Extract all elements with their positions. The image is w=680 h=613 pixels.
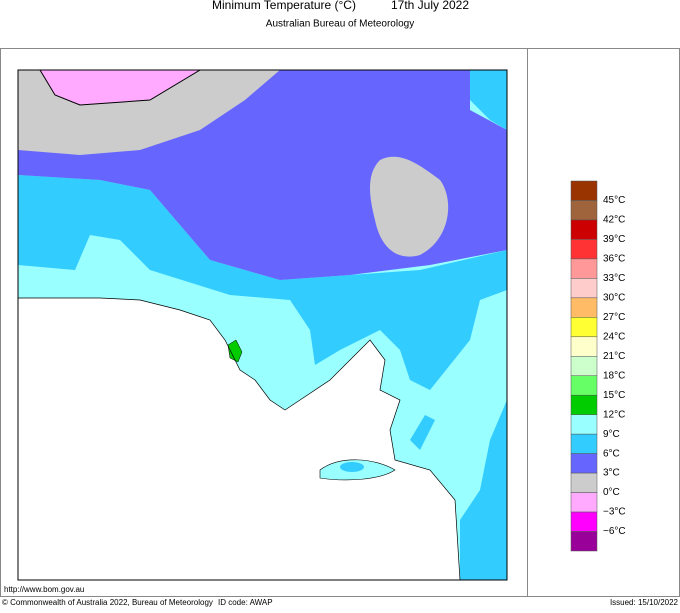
legend-label: 39°C [603, 234, 625, 245]
legend-swatch [570, 317, 598, 338]
legend-label: 12°C [603, 409, 625, 420]
coastline [18, 297, 461, 581]
corner-zone-6c [470, 70, 507, 130]
legend-swatch [570, 414, 598, 435]
legend-label: 27°C [603, 312, 625, 323]
legend-swatch [570, 433, 598, 454]
legend-swatch [570, 278, 598, 299]
legend-swatch [570, 239, 598, 260]
legend-label: 6°C [603, 448, 620, 459]
gulf-zone [410, 415, 435, 450]
legend-swatch [570, 297, 598, 318]
legend-swatch [570, 394, 598, 415]
legend-swatch [570, 511, 598, 532]
issued: Issued: 15/10/2022 [610, 598, 679, 607]
zone-6c [18, 175, 507, 390]
legend-label: −3°C [603, 507, 626, 518]
lake-zone-0c [370, 156, 449, 257]
legend-label: 15°C [603, 390, 625, 401]
legend-label: 18°C [603, 370, 625, 381]
legend-swatch [570, 258, 598, 279]
map-border [17, 69, 508, 581]
legend-label: 33°C [603, 273, 625, 284]
legend-label: 45°C [603, 195, 625, 206]
zone-12c [227, 339, 243, 363]
map [17, 69, 508, 581]
id-code: ID code: AWAP [218, 598, 273, 607]
legend-label: 0°C [603, 487, 620, 498]
subtitle: Australian Bureau of Meteorology [266, 19, 414, 30]
legend-swatch [570, 219, 598, 240]
url: http://www.bom.gov.au [4, 585, 84, 594]
legend-swatch [570, 375, 598, 396]
copyright: © Commonwealth of Australia 2022, Bureau… [2, 598, 213, 607]
title: Minimum Temperature (°C) [212, 0, 356, 12]
legend-swatch [570, 180, 598, 201]
legend: 45°C 42°C 39°C 36°C 33°C 30°C 27°C 24°C 21°C 18°C… [570, 180, 626, 552]
legend-swatch [570, 453, 598, 474]
date: 17th July 2022 [391, 0, 469, 12]
legend-swatch [570, 472, 598, 493]
legend-swatch [570, 356, 598, 376]
legend-label: 30°C [603, 292, 625, 303]
legend-label: −6°C [603, 526, 626, 537]
legend-label: 9°C [603, 429, 620, 440]
legend-label: 36°C [603, 254, 625, 265]
legend-swatch [570, 531, 598, 552]
legend-swatch [570, 492, 598, 513]
legend-label: 21°C [603, 351, 625, 362]
legend-swatch [570, 336, 598, 357]
legend-label: 3°C [603, 468, 620, 479]
island-zone [340, 462, 364, 472]
zone-east-6c [460, 400, 507, 580]
legend-swatch [570, 200, 598, 221]
legend-label: 24°C [603, 331, 625, 342]
legend-label: 42°C [603, 215, 625, 226]
